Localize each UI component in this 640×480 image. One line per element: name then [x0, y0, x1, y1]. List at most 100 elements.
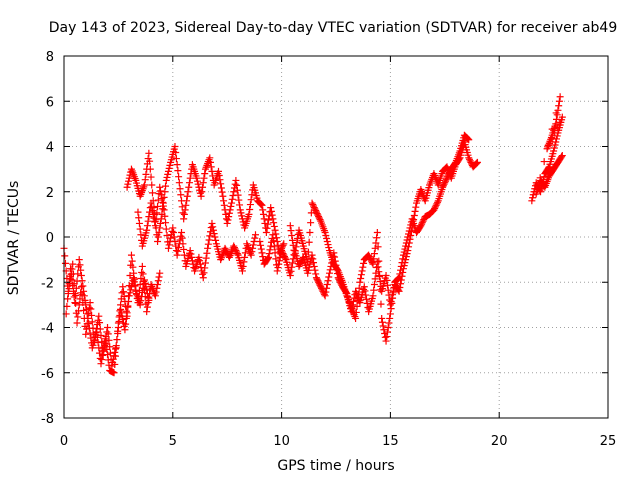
data-point	[76, 295, 84, 303]
data-point	[287, 267, 295, 275]
data-point	[219, 192, 227, 200]
data-point	[67, 265, 75, 273]
data-point	[185, 183, 193, 191]
data-point	[143, 308, 151, 316]
data-point	[184, 188, 192, 196]
data-point	[158, 195, 166, 203]
data-point	[144, 293, 152, 301]
data-point	[399, 255, 407, 263]
data-point	[357, 271, 365, 279]
data-point	[432, 201, 440, 209]
data-point	[552, 109, 560, 117]
data-point	[548, 125, 556, 133]
data-point	[381, 333, 389, 341]
data-point	[123, 183, 131, 191]
data-point	[442, 176, 450, 184]
data-point	[151, 222, 159, 230]
data-point	[136, 225, 144, 233]
data-point	[223, 219, 231, 227]
data-point	[69, 282, 77, 290]
data-point	[269, 215, 277, 223]
data-point	[275, 260, 283, 268]
data-point	[96, 319, 104, 327]
data-point	[176, 185, 184, 193]
data-point	[315, 214, 323, 222]
data-point	[384, 324, 392, 331]
data-point	[442, 177, 450, 185]
data-point	[137, 231, 145, 239]
data-point	[148, 189, 156, 197]
data-point	[116, 307, 124, 315]
data-point	[378, 314, 386, 322]
data-point	[551, 141, 559, 149]
data-point	[174, 247, 182, 255]
data-point	[280, 240, 288, 248]
data-point	[464, 135, 472, 143]
data-point	[403, 236, 411, 244]
data-point	[162, 225, 170, 233]
data-point	[175, 179, 183, 187]
data-point	[295, 262, 303, 270]
data-point	[369, 260, 377, 268]
data-point	[433, 200, 441, 208]
data-point	[143, 303, 151, 311]
data-point	[417, 222, 425, 230]
data-point	[380, 326, 388, 334]
data-point	[271, 249, 279, 257]
data-point	[451, 159, 459, 167]
data-point	[212, 236, 220, 244]
data-point	[270, 237, 278, 245]
data-point	[203, 249, 211, 257]
data-point	[141, 276, 149, 284]
data-point	[120, 293, 128, 301]
data-point	[355, 284, 363, 292]
data-point	[232, 247, 240, 255]
data-point	[360, 259, 368, 267]
data-point	[373, 228, 381, 236]
data-point	[141, 176, 149, 184]
data-point	[389, 294, 397, 302]
data-point	[321, 228, 329, 236]
y-tick-label: 2	[46, 186, 54, 201]
data-point	[246, 205, 254, 213]
data-point	[134, 208, 142, 216]
data-point	[208, 167, 216, 175]
data-point	[273, 267, 281, 275]
data-point	[68, 276, 76, 284]
data-point	[373, 258, 381, 266]
data-point	[291, 247, 299, 255]
data-point	[95, 344, 103, 352]
data-point	[75, 301, 83, 309]
data-point	[228, 199, 236, 207]
data-point	[257, 245, 265, 253]
data-point	[153, 209, 161, 217]
data-point	[143, 286, 151, 294]
data-point	[323, 281, 331, 289]
data-point	[247, 251, 255, 259]
data-point	[226, 206, 234, 214]
data-point	[80, 287, 88, 295]
data-point	[264, 254, 272, 262]
data-point	[233, 250, 241, 258]
data-point	[173, 161, 181, 169]
data-point	[397, 266, 405, 274]
data-point	[383, 281, 391, 289]
data-point	[323, 235, 331, 243]
data-point	[153, 284, 161, 292]
data-point	[362, 291, 370, 299]
data-point	[114, 319, 122, 327]
data-point	[152, 215, 160, 223]
data-point	[217, 184, 225, 192]
data-point	[162, 176, 170, 184]
data-point	[86, 299, 94, 307]
series-trace-b	[62, 251, 153, 377]
data-point	[137, 297, 145, 305]
data-point	[288, 231, 296, 239]
data-point	[322, 288, 330, 296]
data-point	[157, 191, 165, 199]
data-point	[197, 192, 205, 200]
data-point	[315, 213, 323, 221]
series-trace-g	[528, 93, 566, 205]
data-point	[384, 286, 392, 294]
